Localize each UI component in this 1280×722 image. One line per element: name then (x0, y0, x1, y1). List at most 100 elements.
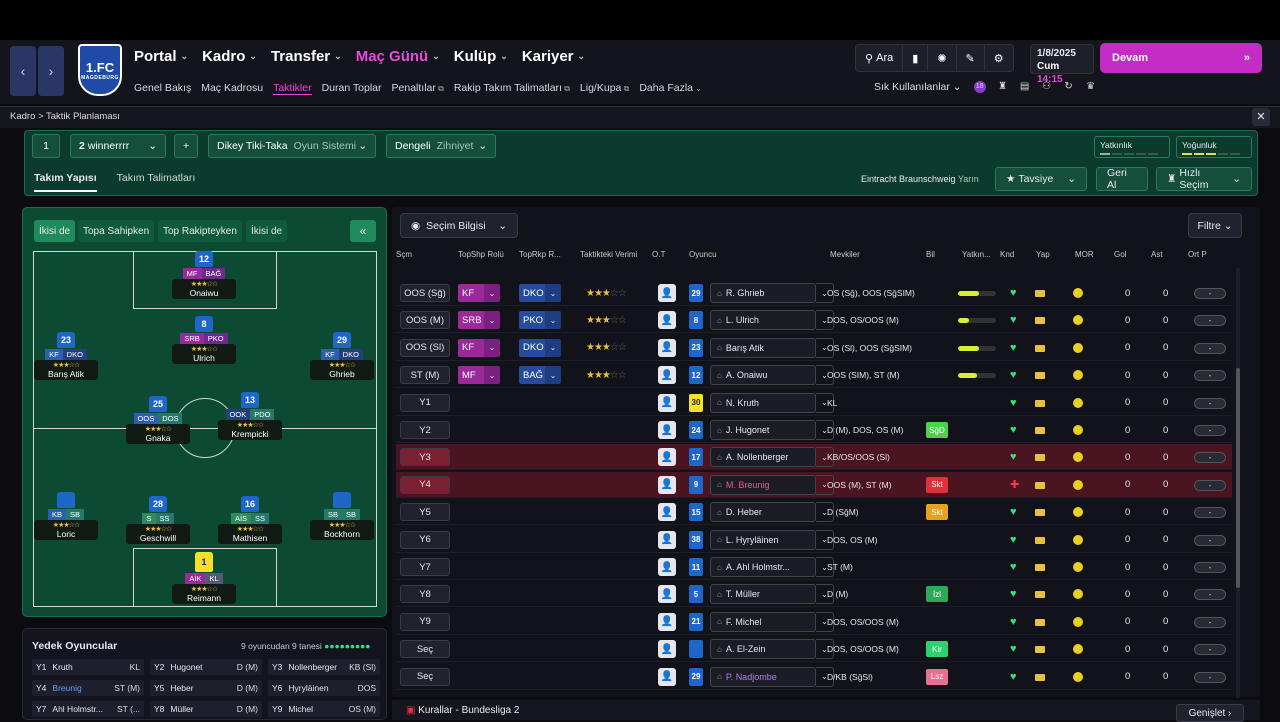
role-dropdown-icon[interactable]: ⌄ (484, 366, 500, 385)
submenu-item-6[interactable]: Lig/Kupa ⧉ (580, 82, 629, 95)
player-name-field[interactable]: ⌂ N. Kruth (710, 392, 816, 413)
bench-slot[interactable]: Y7 Ahl Holmstr... ST (... (32, 701, 144, 717)
role-dropdown-icon[interactable]: ⌄ (484, 311, 500, 330)
column-header-6[interactable]: Mevkiler (830, 250, 860, 259)
player-dropdown-icon[interactable]: ⌄ (816, 666, 834, 687)
column-header-14[interactable]: Ort P (1188, 250, 1207, 259)
trophy-icon[interactable]: ♛ (1086, 81, 1096, 92)
menu-item-4[interactable]: Kulüp ⌄ (454, 48, 508, 65)
player-profile-icon[interactable]: 👤 (658, 366, 676, 385)
position-slot[interactable]: OOS (Sl) (400, 338, 450, 357)
submenu-item-7[interactable]: Daha Fazla ⌄ (639, 82, 702, 95)
column-header-12[interactable]: Gol (1114, 250, 1127, 259)
player-profile-icon[interactable]: 👤 (658, 530, 676, 549)
position-slot[interactable]: Y1 (400, 393, 450, 412)
player-name-field[interactable]: ⌂ M. Breunig (710, 474, 816, 495)
club-logo[interactable]: 1.FC MAGDEBURG (78, 44, 122, 96)
clipboard-icon[interactable]: ▤ (1019, 81, 1030, 92)
pitch-player[interactable]: KB SB ★★★☆☆ Loric (34, 492, 98, 540)
pitch-tab-1[interactable]: Topa Sahipken (78, 220, 155, 242)
player-dropdown-icon[interactable]: ⌄ (816, 447, 834, 468)
player-dropdown-icon[interactable]: ⌄ (816, 310, 834, 331)
favorites-dropdown[interactable]: Sık Kullanılanlar ⌄ (874, 81, 962, 93)
bench-slot[interactable]: Y6 Hyryläinen DOS (268, 680, 380, 696)
add-tactic-button[interactable]: + (174, 134, 198, 158)
continue-button[interactable]: Devam » (1100, 43, 1262, 73)
date-box[interactable]: 1/8/2025 Cum 14:15 (1030, 44, 1094, 85)
submenu-item-4[interactable]: Penaltılar ⧉ (392, 82, 444, 95)
player-dropdown-icon[interactable]: ⌄ (816, 392, 834, 413)
refresh-icon[interactable]: ↻ (1064, 81, 1073, 92)
submenu-item-3[interactable]: Duran Toplar (322, 82, 382, 95)
bench-slot[interactable]: Y2 Hugonet D (M) (150, 659, 262, 675)
player-dropdown-icon[interactable]: ⌄ (816, 584, 834, 605)
player-name-field[interactable]: ⌂ A. Onaiwu (710, 365, 816, 386)
pitch-player[interactable]: 12 MF BAĞ ★★★☆☆ Onaiwu (172, 251, 236, 299)
pitch-player[interactable]: 16 AİS SS ★★★☆☆ Mathisen (218, 496, 282, 544)
position-slot[interactable]: Seç (400, 640, 450, 659)
position-slot[interactable]: Y8 (400, 585, 450, 604)
player-dropdown-icon[interactable]: ⌄ (816, 639, 834, 660)
role-dropdown-icon[interactable]: ⌄ (545, 366, 561, 385)
player-dropdown-icon[interactable]: ⌄ (816, 283, 834, 303)
role-dropdown-icon[interactable]: ⌄ (484, 338, 500, 357)
player-profile-icon[interactable]: 👤 (658, 503, 676, 522)
menu-item-2[interactable]: Transfer ⌄ (271, 48, 342, 65)
quick-pick-dropdown[interactable]: ♜ Hızlı Seçim ⌄ (1156, 167, 1252, 191)
role-dropdown-icon[interactable]: ⌄ (545, 338, 561, 357)
back-arrow-icon[interactable]: ‹ (10, 46, 36, 96)
player-name-field[interactable]: ⌂ A. Nollenberger (710, 447, 816, 468)
player-profile-icon[interactable]: 👤 (658, 640, 676, 659)
player-profile-icon[interactable]: 👤 (658, 338, 676, 357)
player-profile-icon[interactable]: 👤 (658, 475, 676, 494)
player-dropdown-icon[interactable]: ⌄ (816, 502, 834, 523)
player-dropdown-icon[interactable]: ⌄ (816, 611, 834, 632)
pitch-tab-0[interactable]: İkisi de (34, 220, 76, 242)
column-header-9[interactable]: Knd (1000, 250, 1015, 259)
mentality-dropdown[interactable]: Dengeli Zihniyet ⌄ (386, 134, 496, 158)
player-profile-icon[interactable]: 👤 (658, 612, 676, 631)
pitch-tab-3[interactable]: İkisi de (246, 220, 288, 242)
position-slot[interactable]: Y9 (400, 612, 450, 631)
position-slot[interactable]: OOS (M) (400, 311, 450, 330)
bench-slot[interactable]: Y9 Michel OS (M) (268, 701, 380, 717)
menu-item-3[interactable]: Maç Günü ⌄ (356, 48, 440, 65)
column-header-8[interactable]: Yatkın... (962, 250, 991, 259)
advice-dropdown[interactable]: ★ Tavsiye ⌄ (995, 167, 1087, 191)
player-name-field[interactable]: ⌂ R. Ghrieb (710, 283, 816, 303)
selection-info-dropdown[interactable]: ◉ Seçim Bilgisi ⌄ (400, 213, 518, 238)
player-name-field[interactable]: ⌂ Barış Atik (710, 337, 816, 358)
player-name-field[interactable]: ⌂ L. Hyryläinen (710, 529, 816, 550)
column-header-11[interactable]: MOR (1075, 250, 1094, 259)
column-header-4[interactable]: O.T (652, 250, 666, 259)
system-dropdown[interactable]: Dikey Tiki-Taka Oyun Sistemi ⌄ (208, 134, 376, 158)
player-profile-icon[interactable]: 👤 (658, 421, 676, 439)
column-header-7[interactable]: Bil (926, 250, 935, 259)
player-name-field[interactable]: ⌂ T. Müller (710, 584, 816, 605)
tactic-name-dropdown[interactable]: 2 winnerrrr ⌄ (70, 134, 166, 158)
people-icon[interactable]: ⚇ (1042, 81, 1052, 92)
player-dropdown-icon[interactable]: ⌄ (816, 557, 834, 577)
pitch-player[interactable]: 23 KF DKO ★★★☆☆ Barış Atik (34, 332, 98, 380)
position-slot[interactable]: Y7 (400, 558, 450, 576)
undo-button[interactable]: Geri Al (1096, 167, 1148, 191)
column-header-13[interactable]: Ast (1151, 250, 1163, 259)
position-slot[interactable]: Y3 (400, 448, 450, 467)
gear-icon[interactable]: ⚙ (993, 52, 1004, 65)
column-header-2[interactable]: TopRkp R... (519, 250, 561, 259)
collapse-icon[interactable]: « (350, 220, 376, 242)
player-dropdown-icon[interactable]: ⌄ (816, 420, 834, 440)
player-name-field[interactable]: ⌂ J. Hugonet (710, 420, 816, 440)
tab-team-shape[interactable]: Takım Yapısı (34, 172, 97, 192)
position-slot[interactable]: Y4 (400, 475, 450, 494)
player-profile-icon[interactable]: 👤 (658, 284, 676, 302)
player-dropdown-icon[interactable]: ⌄ (816, 529, 834, 550)
bench-slot[interactable]: Y5 Heber D (M) (150, 680, 262, 696)
role-dropdown-icon[interactable]: ⌄ (545, 284, 561, 302)
tactic-slot[interactable]: 1 (32, 134, 60, 158)
rules-label[interactable]: Kurallar - Bundesliga 2 (418, 704, 520, 716)
pitch-tab-2[interactable]: Top Rakipteyken (158, 220, 242, 242)
player-profile-icon[interactable]: 👤 (658, 393, 676, 412)
bookmark-icon[interactable]: ▮ (903, 45, 929, 71)
pitch-player[interactable]: 13 OOK PDO ★★★☆☆ Krempicki (218, 392, 282, 440)
